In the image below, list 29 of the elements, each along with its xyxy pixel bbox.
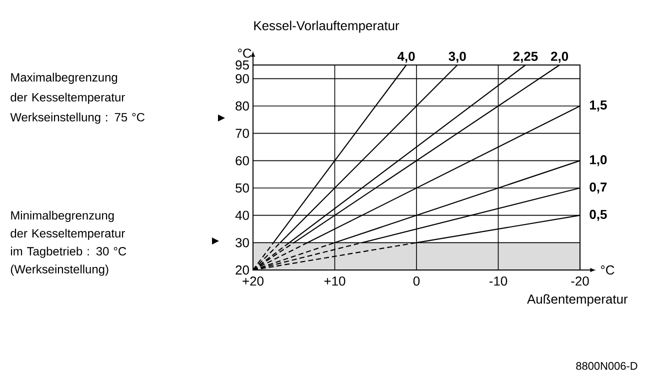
y-tick-label: 90 <box>236 74 249 84</box>
x-tick-label: 0 <box>413 276 420 286</box>
x-tick-label: +10 <box>324 276 346 286</box>
y-tick-label: 50 <box>236 183 249 193</box>
y-tick-label: 60 <box>236 156 249 166</box>
text: 8800N006-D <box>576 362 638 370</box>
y-tick-label: 40 <box>235 210 249 220</box>
text: °C <box>238 48 252 58</box>
series-label: 1,5 <box>590 100 607 112</box>
series-label: 3,0 <box>448 52 466 63</box>
x-tick-label: -20 <box>571 276 589 286</box>
text: °C <box>600 265 614 275</box>
series-label: 0,7 <box>590 182 607 194</box>
series-label: 2,0 <box>551 52 568 63</box>
series-label: 1,0 <box>590 155 607 166</box>
series-label: 4,0 <box>397 52 415 63</box>
x-tick-label: +20 <box>242 276 264 286</box>
series-label: 0,5 <box>590 210 607 221</box>
y-tick-label: 30 <box>236 238 249 248</box>
series-label: 2,25 <box>513 52 538 63</box>
y-tick-label: 95 <box>236 60 249 70</box>
y-tick-label: 20 <box>236 265 249 275</box>
y-axis-title: Kessel-Vorlauftemperatur <box>254 20 400 33</box>
text: Minimalbegrenzung der Kesseltemperatur im Tagbetrieb : 30 °C (Werkseinstellung) <box>10 210 126 276</box>
text: Maximalbegrenzung der Kesseltemperatur Werkseinstellung : 75 °C <box>10 72 145 124</box>
y-tick-label: 70 <box>236 128 249 138</box>
x-tick-label: -10 <box>489 276 508 286</box>
y-tick-label: 80 <box>236 101 249 111</box>
x-axis-title: Außentemperatur <box>527 294 628 306</box>
